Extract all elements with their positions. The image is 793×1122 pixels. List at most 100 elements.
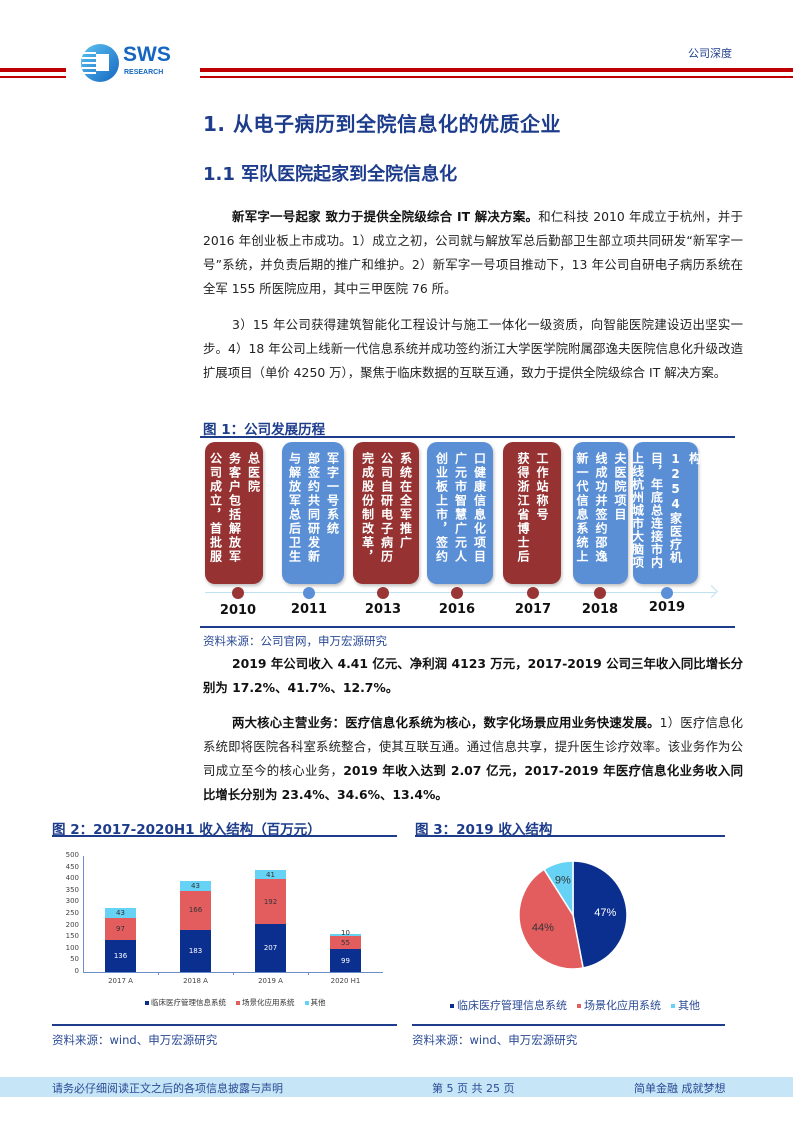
paragraph-body: 1）医疗信息化系统即将医院各科室系统整合，使其互联互通。通过信息共享，提升医生诊… — [203, 715, 744, 778]
timeline-dot-2017 — [527, 587, 539, 599]
paragraph-lead: 新军字一号起家 致力于提供全院级综合 IT 解决方案。 — [232, 209, 539, 224]
section-heading: 1. 从电子病历到全院信息化的优质企业 — [203, 112, 561, 136]
bar-segment: 43 — [180, 881, 211, 892]
bar-segment: 41 — [255, 869, 286, 880]
timeline-arrow-icon — [705, 585, 718, 598]
timeline-card-text: 新一代信息系统上线成功并签约邵逸夫医院项目 — [575, 452, 627, 564]
figure2-bottom-rule — [52, 1024, 397, 1026]
svg-text:47%: 47% — [594, 907, 616, 919]
y-tick-label: 400 — [65, 874, 79, 883]
timeline-dot-2018 — [594, 587, 606, 599]
timeline-card-2019: 上线杭州城市大脑项目，年底总连接市内1254家医疗机构 — [631, 442, 702, 584]
paragraph-body: 3）15 年公司获得建筑智能化工程设计与施工一体化一级资质，向智能医院建设迈出坚… — [203, 317, 743, 380]
paragraph-core-business: 两大核心主营业务：医疗信息化系统为核心，数字化场景应用业务快速发展。1）医疗信息… — [203, 711, 743, 807]
bar-segment: 99 — [330, 949, 361, 972]
footer-slogan: 简单金融 成就梦想 — [634, 1082, 726, 1095]
footer-disclaimer: 请务必仔细阅读正文之后的各项信息披露与声明 — [52, 1082, 283, 1095]
figure3-title: 图 3：2019 收入结构 — [415, 822, 553, 838]
y-tick-label: 250 — [65, 909, 79, 917]
timeline-year: 2017 — [514, 602, 552, 617]
legend-item: 其他 — [671, 997, 700, 1013]
timeline-card-text: 与解放军总后卫生部签约共同研发新军字一号系统 — [287, 452, 340, 564]
figure3-source: 资料来源：wind、申万宏源研究 — [412, 1033, 578, 1047]
timeline-card-text: 完成股份制改革，公司自研电子病历系统在全军推广 — [360, 452, 413, 564]
timeline-card-2013: 完成股份制改革，公司自研电子病历系统在全军推广 — [353, 442, 419, 584]
y-tick-label: 150 — [65, 932, 79, 941]
report-type-tag: 公司深度 — [688, 47, 732, 60]
svg-text:9%: 9% — [555, 875, 571, 887]
logo-text: SWS — [123, 43, 171, 66]
timeline-card-text: 上线杭州城市大脑项目，年底总连接市内1254家医疗机构 — [630, 452, 702, 569]
timeline-card-2018: 新一代信息系统上线成功并签约邵逸夫医院项目 — [573, 442, 628, 584]
y-tick-label: 450 — [65, 862, 79, 871]
y-tick-label: 300 — [65, 897, 79, 906]
footer-bar: 请务必仔细阅读正文之后的各项信息披露与声明 第 5 页 共 25 页 简单金融 … — [0, 1077, 793, 1097]
x-category-label: 2019 A — [258, 977, 283, 985]
timeline-dot-2019 — [661, 587, 673, 599]
header-rule-left-thick — [0, 68, 66, 72]
paragraph-lead: 2019 年公司收入 4.41 亿元、净利润 4123 万元，2017-2019… — [203, 656, 743, 695]
timeline-year: 2016 — [438, 602, 476, 617]
bar-segment: 43 — [105, 907, 136, 918]
timeline-card-2011: 与解放军总后卫生部签约共同研发新军字一号系统 — [282, 442, 344, 584]
timeline-dot-2011 — [303, 587, 315, 599]
bar-chart-legend: 临床医疗管理信息系统 场景化应用系统 其他 — [145, 997, 326, 1008]
legend-item: 临床医疗管理信息系统 — [145, 997, 226, 1008]
timeline-year: 2010 — [219, 603, 257, 618]
sws-logo: SWS RESEARCH — [80, 43, 190, 83]
timeline-card-text: 创业板上市，签约广元市智慧广元人口健康信息化项目 — [434, 452, 487, 564]
paragraph-highlight: 2019 年收入达到 2.07 亿元，2017-2019 年医疗信息化业务收入同… — [203, 763, 743, 802]
paragraph-financials: 2019 年公司收入 4.41 亿元、净利润 4123 万元，2017-2019… — [203, 652, 743, 700]
x-axis-tick — [233, 972, 234, 975]
timeline-card-2016: 创业板上市，签约广元市智慧广元人口健康信息化项目 — [427, 442, 493, 584]
timeline-year: 2013 — [364, 602, 402, 617]
x-category-label: 2020 H1 — [330, 977, 361, 985]
figure2-top-rule — [52, 835, 397, 837]
timeline-dot-2010 — [232, 587, 244, 599]
bar-segment: 97 — [105, 917, 136, 941]
timeline-card-2017: 获得浙江省博士后工作站称号 — [503, 442, 561, 584]
y-tick-label: 50 — [70, 955, 79, 964]
legend-item: 其他 — [304, 997, 326, 1008]
logo-subtext: RESEARCH — [124, 69, 164, 76]
bar-segment: 183 — [180, 929, 211, 972]
figure1-source: 资料来源：公司官网，申万宏源研究 — [203, 634, 387, 648]
figure1-top-rule — [200, 436, 735, 438]
figure2-title: 图 2：2017-2020H1 收入结构（百万元） — [52, 822, 321, 838]
footer-page-number: 第 5 页 共 25 页 — [432, 1082, 515, 1095]
paragraph-body: 和仁科技 2010 年成立于杭州，并于 2016 年创业板上市成功。1）成立之初… — [203, 209, 743, 296]
y-tick-label: 350 — [65, 885, 79, 894]
sws-globe-icon — [81, 44, 119, 82]
paragraph-milestones: 3）15 年公司获得建筑智能化工程设计与施工一体化一级资质，向智能医院建设迈出坚… — [203, 313, 743, 385]
paragraph-lead: 两大核心主营业务：医疗信息化系统为核心，数字化场景应用业务快速发展。 — [232, 715, 660, 730]
x-category-label: 2017 A — [108, 977, 133, 985]
timeline-dot-2013 — [377, 587, 389, 599]
x-axis-tick — [308, 972, 309, 975]
legend-item: 临床医疗管理信息系统 — [450, 997, 567, 1013]
y-tick-label: 100 — [65, 943, 79, 952]
figure1-title: 图 1：公司发展历程 — [203, 422, 326, 438]
timeline-year: 2019 — [648, 600, 686, 615]
y-tick-label: 200 — [65, 920, 79, 929]
figure3-top-rule — [415, 835, 725, 837]
y-axis — [83, 856, 84, 972]
x-axis-tick — [158, 972, 159, 975]
bar-segment: 10 — [330, 929, 361, 937]
bar-segment: 55 — [330, 936, 361, 950]
timeline-card-text: 获得浙江省博士后工作站称号 — [516, 452, 549, 564]
bar-segment: 207 — [255, 923, 286, 972]
header-rule-right-thick — [200, 68, 793, 72]
pie-chart-graphic: 47% 44% 9% — [518, 860, 628, 970]
figure1-bottom-rule — [200, 626, 735, 628]
timeline-card-text: 公司成立，首批服务客户包括解放军总医院 — [208, 452, 261, 564]
header-rule-left-thin — [0, 76, 66, 78]
legend-item: 场景化应用系统 — [577, 997, 661, 1013]
pie-chart-legend: 临床医疗管理信息系统 场景化应用系统 其他 — [450, 997, 700, 1013]
x-category-label: 2018 A — [183, 977, 208, 985]
bar-segment: 136 — [105, 940, 136, 972]
y-tick-label: 0 — [74, 967, 79, 975]
timeline-year: 2011 — [290, 602, 328, 617]
legend-item: 场景化应用系统 — [236, 997, 295, 1008]
timeline-dot-2016 — [451, 587, 463, 599]
figure3-bottom-rule — [412, 1024, 725, 1026]
